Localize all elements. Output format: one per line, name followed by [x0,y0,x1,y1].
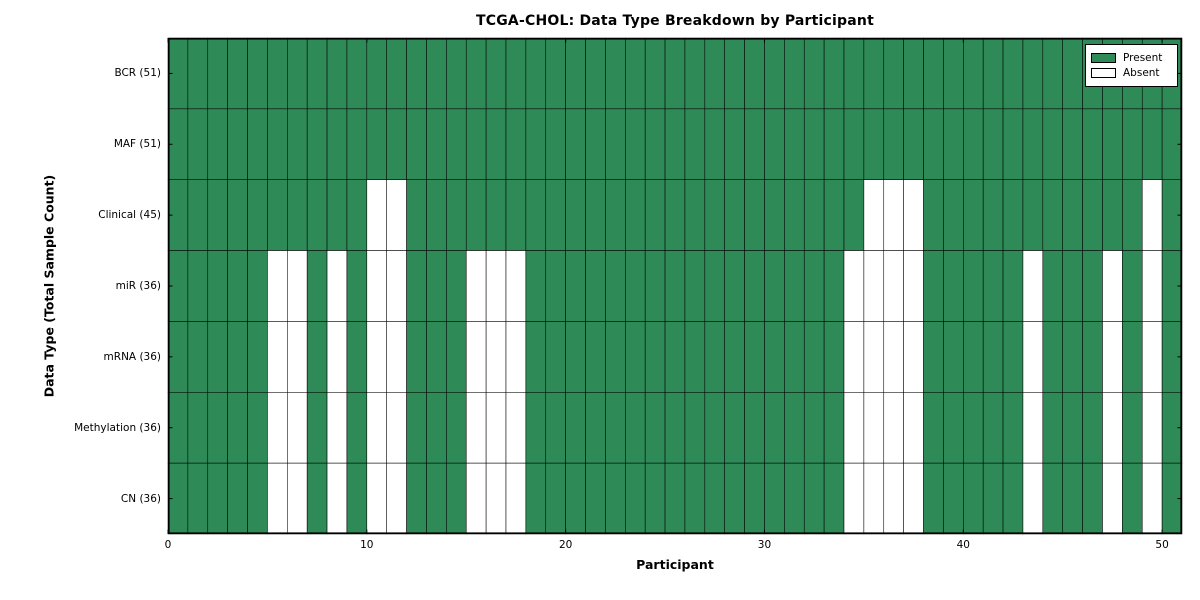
x-tick-label: 10 [360,539,374,551]
legend-item-absent: Absent [1091,66,1172,79]
y-tick-label: CN (36) [120,492,161,505]
x-tick-label: 20 [558,539,573,551]
y-tick-label: Clinical (45) [98,209,161,222]
y-tick-label: miR (36) [115,280,161,292]
x-tick-label: 0 [164,539,172,551]
y-tick-label: BCR (51) [114,67,161,80]
legend-label-absent: Absent [1123,66,1160,79]
present-swatch-icon [1091,53,1116,64]
x-tick-label: 50 [1155,539,1169,551]
x-tick-label: 30 [757,539,772,551]
y-tick-label: mRNA (36) [103,350,161,363]
legend-label-present: Present [1123,52,1163,64]
x-tick-label: 40 [956,539,970,551]
legend: Present Absent [1085,44,1178,87]
heatmap-plot [167,37,1183,535]
y-tick-label: MAF (51) [113,138,161,151]
chart-title: TCGA-CHOL: Data Type Breakdown by Partic… [476,13,874,29]
x-axis-label: Participant [636,557,714,572]
absent-swatch-icon [1091,67,1116,78]
legend-item-present: Present [1091,53,1172,64]
y-tick-label: Methylation (36) [74,421,161,434]
